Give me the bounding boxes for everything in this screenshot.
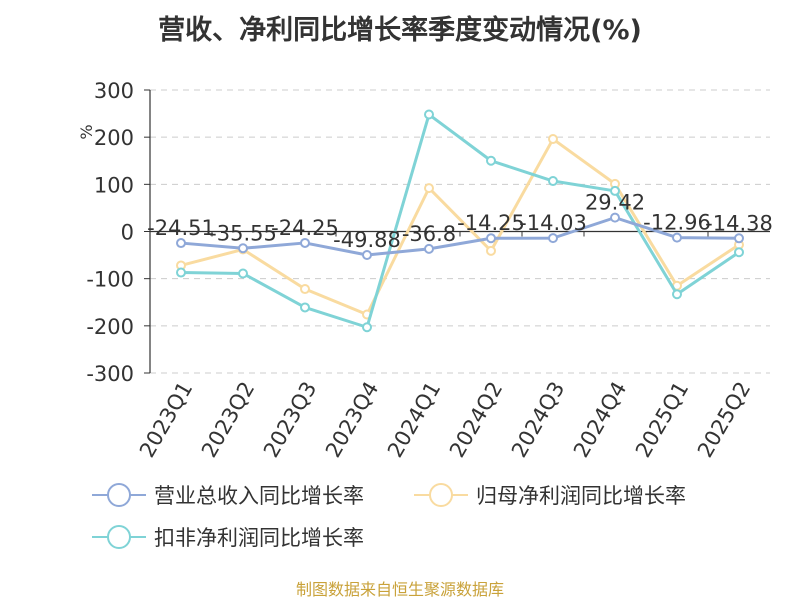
y-tick-label: 300 bbox=[94, 79, 134, 103]
x-tick-labels: 2023Q1 2023Q2 2023Q3 2023Q4 2024Q1 2024Q2 2024… bbox=[135, 378, 755, 462]
data-point bbox=[300, 237, 310, 248]
series-lines bbox=[176, 109, 744, 333]
x-tick-label: 2023Q2 bbox=[197, 378, 259, 462]
data-point bbox=[424, 109, 434, 120]
x-tick-label: 2024Q2 bbox=[445, 378, 507, 462]
data-point bbox=[362, 322, 372, 333]
data-point bbox=[548, 134, 558, 145]
data-point bbox=[610, 185, 620, 196]
data-point bbox=[300, 302, 310, 313]
data-point bbox=[176, 238, 186, 249]
data-label: 29.42 bbox=[585, 191, 645, 215]
legend-label-deducted-profit: 扣非净利润同比增长率 bbox=[154, 526, 364, 550]
data-point bbox=[672, 232, 682, 243]
series-line bbox=[180, 113, 740, 329]
x-tick-label: 2025Q1 bbox=[631, 378, 693, 462]
data-point bbox=[362, 250, 372, 261]
data-label: -14.03 bbox=[519, 211, 587, 235]
data-point bbox=[734, 233, 744, 244]
data-label: -36.8 bbox=[402, 222, 456, 246]
series-line bbox=[180, 137, 740, 317]
x-tick-label: 2023Q4 bbox=[321, 378, 383, 462]
x-tick-label: 2025Q2 bbox=[693, 378, 755, 462]
data-label: -14.25 bbox=[457, 211, 525, 235]
legend-swatch-deducted-profit bbox=[92, 525, 146, 549]
y-tick-label: -200 bbox=[86, 315, 134, 339]
data-point bbox=[486, 155, 496, 166]
data-label: -35.55 bbox=[209, 221, 277, 245]
x-tick-label: 2023Q3 bbox=[259, 378, 321, 462]
x-tick-label: 2023Q1 bbox=[135, 378, 197, 462]
y-tick-label: -300 bbox=[86, 362, 134, 386]
legend-item-net-profit[interactable]: 归母净利润同比增长率 bbox=[414, 480, 686, 510]
chart-title: 营收、净利同比增长率季度变动情况(%) bbox=[158, 15, 642, 46]
data-point bbox=[672, 289, 682, 300]
y-tick-label: -100 bbox=[86, 268, 134, 292]
data-label: -12.96 bbox=[643, 211, 711, 235]
data-label: -24.51 bbox=[147, 216, 215, 240]
legend-label-net-profit: 归母净利润同比增长率 bbox=[476, 484, 686, 508]
legend-item-deducted-profit[interactable]: 扣非净利润同比增长率 bbox=[92, 522, 364, 552]
legend-item-revenue[interactable]: 营业总收入同比增长率 bbox=[92, 480, 364, 510]
x-tick-label: 2024Q1 bbox=[383, 378, 445, 462]
data-point bbox=[238, 243, 248, 254]
data-point bbox=[548, 233, 558, 244]
data-point bbox=[176, 267, 186, 278]
y-tick-label: 0 bbox=[121, 221, 134, 245]
data-label: -24.25 bbox=[271, 216, 339, 240]
x-tick-label: 2024Q3 bbox=[507, 378, 569, 462]
data-point bbox=[238, 268, 248, 279]
legend-swatch-net-profit bbox=[414, 483, 468, 507]
data-label: -49.88 bbox=[333, 228, 401, 252]
data-labels: -24.51-35.55-24.25-49.88 -36.8 -14.25-14.0… bbox=[147, 191, 773, 252]
data-point bbox=[486, 233, 496, 244]
data-label: -14.38 bbox=[705, 211, 773, 235]
y-tick-label: 200 bbox=[94, 126, 134, 150]
data-point bbox=[424, 183, 434, 194]
data-point bbox=[734, 247, 744, 258]
legend-swatch-revenue bbox=[92, 483, 146, 507]
data-point bbox=[424, 243, 434, 254]
x-tick-label: 2024Q4 bbox=[569, 378, 631, 462]
data-point bbox=[548, 176, 558, 187]
data-point bbox=[486, 245, 496, 256]
source-note: 制图数据来自恒生聚源数据库 bbox=[295, 580, 504, 599]
legend-label-revenue: 营业总收入同比增长率 bbox=[154, 484, 364, 508]
axes bbox=[144, 89, 770, 374]
data-point bbox=[300, 284, 310, 295]
series-line bbox=[180, 216, 740, 257]
y-tick-label: 100 bbox=[94, 173, 134, 197]
y-tick-labels: 300 200 100 0 -100 -200 -300 bbox=[86, 79, 134, 386]
y-axis-unit-label: % bbox=[77, 124, 96, 139]
data-point bbox=[610, 212, 620, 223]
